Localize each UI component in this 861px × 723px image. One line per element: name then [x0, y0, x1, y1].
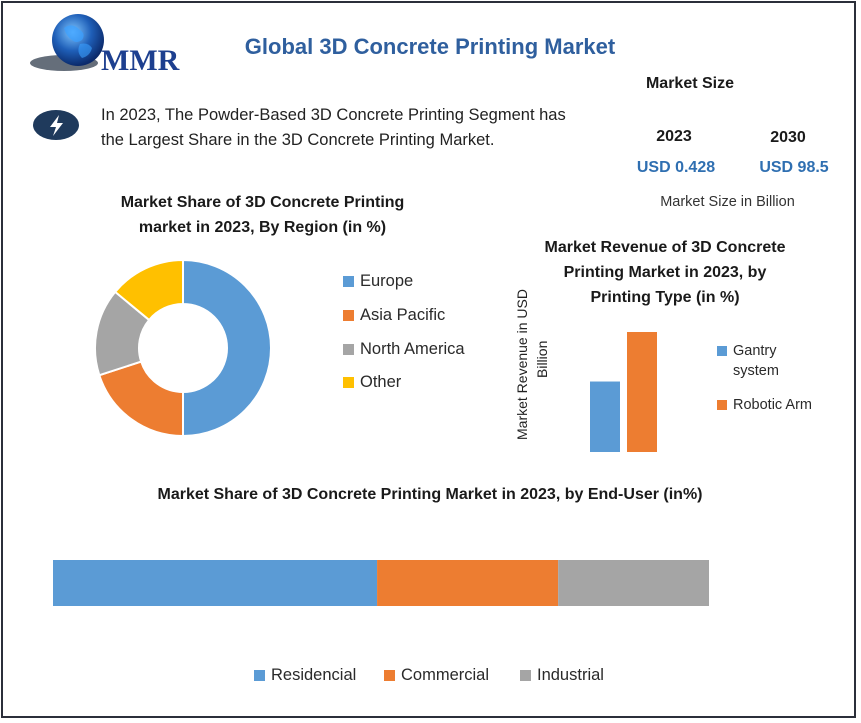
lightning-bolt-icon [33, 110, 79, 140]
legend-swatch [717, 400, 727, 410]
highlight-text: In 2023, The Powder-Based 3D Concrete Pr… [101, 106, 566, 149]
legend-other: Other [343, 373, 401, 392]
type-title-line3: Printing Type (in %) [590, 289, 740, 306]
legend-industrial: Industrial [520, 666, 604, 685]
legend-swatch [343, 276, 354, 287]
year-2023: 2023 [656, 128, 692, 145]
legend-label-line2: system [733, 363, 779, 379]
segment-residencial [53, 560, 378, 606]
logo-text: MMR [101, 44, 180, 77]
segment-commercial [377, 560, 559, 606]
market-size-title: Market Size [645, 75, 735, 92]
legend-commercial: Commercial [384, 666, 489, 685]
value-2030: USD 98.5 [759, 159, 829, 176]
legend-label: North America [360, 340, 465, 358]
donut-slice-europe [182, 258, 272, 438]
value-2023: USD 0.428 [636, 159, 716, 176]
legend-swatch [254, 670, 265, 681]
legend-robotic-arm: Robotic Arm [717, 395, 812, 415]
region-chart-title: Market Share of 3D Concrete Printing mar… [80, 190, 445, 240]
donut-slice-other [113, 258, 184, 322]
legend-label: Asia Pacific [360, 306, 446, 324]
legend-label: Commercial [401, 666, 490, 684]
region-donut-chart [94, 258, 272, 438]
bar-gantry-system [590, 381, 620, 452]
legend-swatch [384, 670, 395, 681]
legend-label: Europe [360, 272, 414, 290]
type-y-axis-label: Market Revenue in USD Billion [514, 289, 550, 440]
enduser-chart-title: Market Share of 3D Concrete Printing Mar… [157, 486, 703, 503]
type-chart-title: Market Revenue of 3D Concrete Printing M… [515, 235, 815, 310]
type-title-line1: Market Revenue of 3D Concrete [544, 239, 786, 256]
legend-swatch [343, 377, 354, 388]
enduser-stacked-bar [53, 560, 709, 606]
year-2030: 2030 [770, 129, 806, 146]
page-title: Global 3D Concrete Printing Market [244, 34, 616, 59]
legend-swatch [343, 310, 354, 321]
market-size-note: Market Size in Billion [660, 194, 795, 210]
legend-label: Gantry [733, 343, 777, 359]
legend-swatch [520, 670, 531, 681]
y-label-line1: Market Revenue in USD [514, 289, 530, 440]
legend-label: Other [360, 373, 402, 391]
legend-gantry: Gantry system [717, 341, 779, 381]
legend-swatch [717, 346, 727, 356]
legend-asia-pacific: Asia Pacific [343, 306, 445, 325]
type-bar-chart [590, 332, 657, 452]
legend-north-america: North America [343, 340, 465, 359]
y-label-line2: Billion [534, 341, 550, 378]
legend-label: Robotic Arm [733, 397, 812, 413]
segment-industrial [558, 560, 709, 606]
bar-robotic-arm [627, 332, 657, 452]
type-title-line2: Printing Market in 2023, by [563, 264, 767, 281]
region-title-line1: Market Share of 3D Concrete Printing [120, 194, 405, 211]
legend-label: Residencial [271, 666, 357, 684]
donut-slice-asia-pacific [98, 360, 184, 438]
legend-label: Industrial [537, 666, 604, 684]
region-title-line2: market in 2023, By Region (in %) [138, 219, 387, 236]
legend-swatch [343, 344, 354, 355]
legend-residencial: Residencial [254, 666, 356, 685]
legend-europe: Europe [343, 272, 413, 291]
mmr-logo: MMR [28, 10, 198, 80]
